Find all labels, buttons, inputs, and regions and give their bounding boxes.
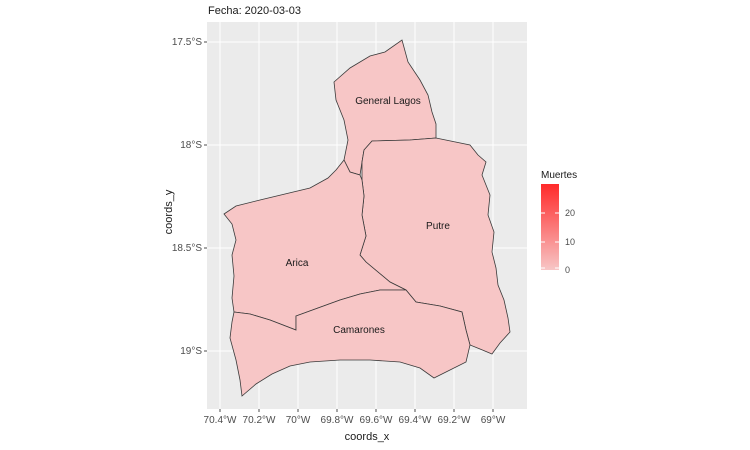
region-label-camarones: Camarones xyxy=(333,325,385,336)
region-labels: General Lagos Putre Arica Camarones xyxy=(286,96,451,336)
x-axis-title: coords_x xyxy=(345,431,390,443)
legend-tick-label: 10 xyxy=(565,237,575,247)
x-tick-label: 70.2°W xyxy=(243,415,276,426)
y-tick-label: 18°S xyxy=(180,140,202,151)
x-tick-label: 69.2°W xyxy=(438,415,471,426)
map-title: Fecha: 2020-03-03 xyxy=(208,5,301,17)
regions xyxy=(223,39,511,397)
region-label-general-lagos: General Lagos xyxy=(355,96,421,107)
legend-tick-label: 0 xyxy=(565,265,570,275)
y-tick-label: 19°S xyxy=(180,346,202,357)
legend-colorbar xyxy=(541,184,559,270)
legend-tick-label: 20 xyxy=(565,208,575,218)
x-tick-label: 70.4°W xyxy=(204,415,237,426)
x-tick-label: 69.6°W xyxy=(360,415,393,426)
legend-title: Muertes xyxy=(541,170,577,181)
legend: Muertes 20 10 0 xyxy=(541,170,577,275)
x-tick-label: 69.4°W xyxy=(399,415,432,426)
y-tick-label: 17.5°S xyxy=(172,37,202,48)
x-tick-label: 69°W xyxy=(481,415,506,426)
x-tick-label: 69.8°W xyxy=(321,415,354,426)
region-label-putre: Putre xyxy=(426,221,450,232)
region-general-lagos[interactable] xyxy=(333,39,437,176)
x-axis: 70.4°W 70.2°W 70°W 69.8°W 69.6°W 69.4°W … xyxy=(204,409,506,443)
y-axis: 17.5°S 18°S 18.5°S 19°S coords_y xyxy=(163,37,207,357)
region-camarones[interactable] xyxy=(229,289,471,397)
x-tick-label: 70°W xyxy=(286,415,311,426)
y-tick-label: 18.5°S xyxy=(172,243,202,254)
y-axis-title: coords_y xyxy=(163,189,175,234)
region-label-arica: Arica xyxy=(286,258,309,269)
